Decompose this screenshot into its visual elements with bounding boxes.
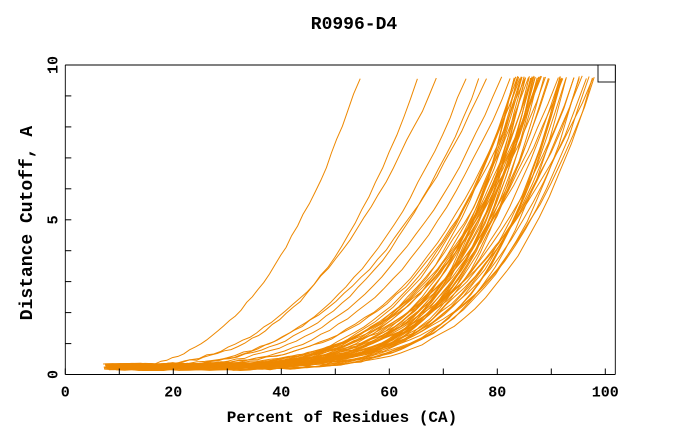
svg-text:5: 5 bbox=[45, 215, 62, 224]
svg-text:80: 80 bbox=[488, 385, 506, 402]
svg-text:Distance Cutoff, A: Distance Cutoff, A bbox=[18, 126, 38, 321]
svg-text:Percent of Residues (CA): Percent of Residues (CA) bbox=[227, 409, 457, 427]
svg-text:20: 20 bbox=[164, 385, 182, 402]
svg-text:0: 0 bbox=[45, 370, 62, 379]
svg-text:60: 60 bbox=[380, 385, 398, 402]
svg-text:100: 100 bbox=[592, 385, 619, 402]
svg-text:40: 40 bbox=[272, 385, 290, 402]
svg-text:10: 10 bbox=[45, 56, 62, 74]
svg-text:R0996-D4: R0996-D4 bbox=[311, 15, 398, 35]
svg-text:0: 0 bbox=[61, 385, 70, 402]
